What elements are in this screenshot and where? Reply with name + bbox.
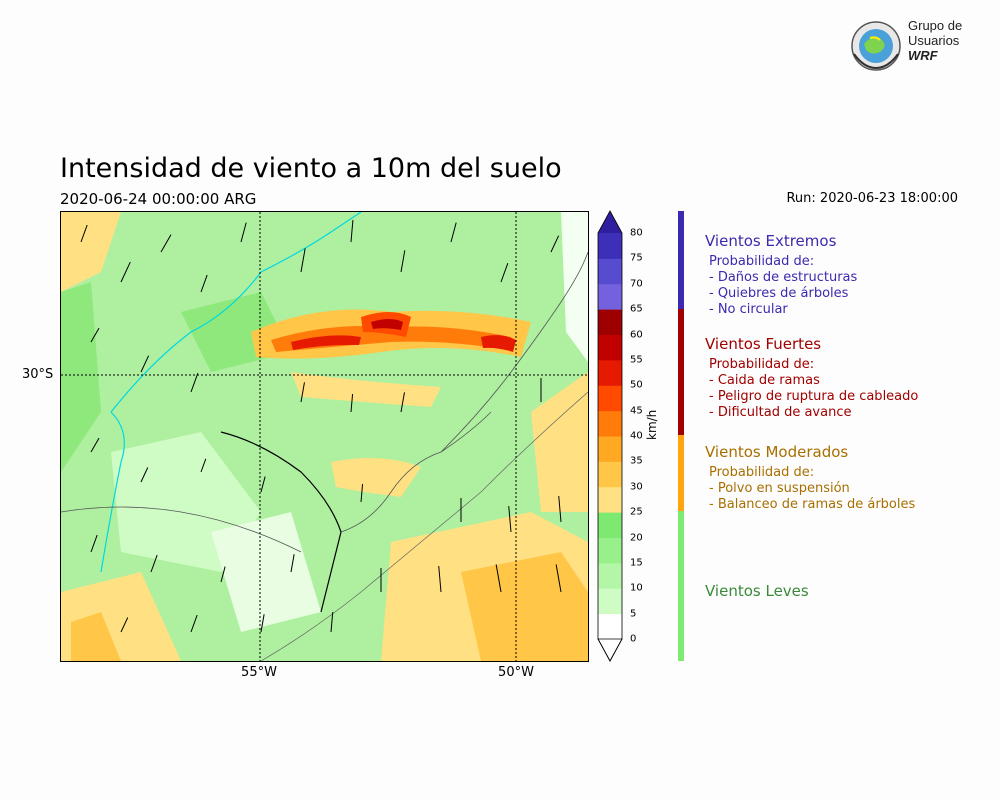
legend-title: Vientos Leves — [705, 582, 809, 600]
colorbar-tick-label: 80 — [630, 227, 643, 239]
colorbar-band — [598, 258, 622, 285]
logo: Grupo de Usuarios WRF — [848, 18, 968, 74]
wind-arrows — [80, 220, 562, 633]
colorbar-band — [598, 334, 622, 361]
colorbar — [597, 210, 623, 662]
legend-title: Vientos Moderados — [705, 443, 849, 461]
legend-line: - No circular — [709, 302, 788, 317]
legend-category-strong: Vientos Fuertes Probabilidad de: - Caida… — [705, 335, 918, 421]
legend-category-moderate: Vientos Moderados Probabilidad de: - Pol… — [705, 443, 915, 513]
colorbar-band — [598, 436, 622, 462]
legend-line: - Peligro de ruptura de cableado — [709, 389, 919, 404]
page-title: Intensidad de viento a 10m del suelo — [60, 153, 562, 184]
legend-color-bar — [678, 211, 684, 661]
wind-field-svg — [61, 212, 588, 661]
colorbar-band — [598, 309, 622, 335]
legend-line: Probabilidad de: — [709, 357, 815, 372]
colorbar-tick-label: 25 — [630, 506, 643, 518]
colorbar-band — [598, 410, 622, 437]
colorbar-tick-label: 55 — [630, 354, 643, 366]
colorbar-max-extension — [598, 211, 622, 233]
legend-bar-extreme — [678, 211, 684, 309]
legend-bar-moderate — [678, 435, 684, 511]
colorbar-band — [598, 486, 622, 513]
legend-line: - Quiebres de árboles — [709, 286, 849, 301]
wind-map — [60, 211, 589, 662]
legend-bar-strong — [678, 309, 684, 435]
colorbar-band — [598, 512, 622, 538]
colorbar-band — [598, 562, 622, 589]
legend-line: Probabilidad de: — [709, 254, 815, 269]
colorbar-band — [598, 537, 622, 564]
colorbar-outline — [597, 210, 623, 662]
colorbar-tick-label: 65 — [630, 303, 643, 315]
colorbar-band — [598, 283, 622, 310]
colorbar-tick-label: 75 — [630, 252, 643, 264]
legend-line: - Balanceo de ramas de árboles — [709, 497, 916, 512]
logo-text-line3: WRF — [908, 48, 938, 63]
legend-category-light: Vientos Leves — [705, 582, 809, 600]
lon-label-55w: 55°W — [241, 665, 277, 680]
run-time: Run: 2020-06-23 18:00:00 — [786, 191, 958, 206]
legend-category-extreme: Vientos Extremos Probabilidad de: - Daño… — [705, 232, 857, 318]
colorbar-tick-label: 60 — [630, 329, 643, 340]
legend-line: - Polvo en suspensión — [709, 481, 850, 496]
colorbar-tick-label: 20 — [630, 532, 643, 543]
colorbar-tick-label: 30 — [630, 481, 643, 493]
legend-line: Probabilidad de: — [709, 465, 815, 480]
legend-bar-light — [678, 511, 684, 661]
legend-line: - Dificultad de avance — [709, 405, 852, 420]
legend-line: - Caida de ramas — [709, 373, 820, 388]
legend-line: - Daños de estructuras — [709, 270, 858, 285]
colorbar-unit-label: km/h — [645, 409, 659, 440]
colorbar-tick-label: 50 — [630, 379, 643, 391]
colorbar-band — [598, 359, 622, 386]
colorbar-tick-label: 0 — [630, 633, 637, 645]
globe-logo-icon — [851, 21, 901, 71]
legend-title: Vientos Fuertes — [705, 335, 822, 353]
colorbar-tick-label: 70 — [630, 278, 643, 290]
colorbar-tick-label: 35 — [630, 455, 643, 467]
legend-title: Vientos Extremos — [705, 232, 837, 250]
logo-text-line2: Usuarios — [908, 33, 960, 48]
colorbar-band — [598, 613, 622, 640]
colorbar-tick-label: 45 — [630, 405, 643, 417]
colorbar-tick-label: 15 — [630, 557, 643, 569]
colorbar-min-extension — [597, 638, 623, 662]
lon-label-50w: 50°W — [498, 665, 534, 680]
colorbar-band — [598, 233, 622, 259]
colorbar-tick-label: 10 — [630, 582, 643, 594]
colorbar-band — [598, 461, 622, 488]
colorbar-tick-label: 5 — [630, 608, 637, 620]
colorbar-band — [598, 588, 622, 615]
logo-text-line1: Grupo de — [908, 18, 963, 33]
valid-time: 2020-06-24 00:00:00 ARG — [60, 190, 257, 208]
colorbar-tick-label: 40 — [630, 430, 643, 442]
colorbar-band — [598, 385, 622, 412]
lat-label-30s: 30°S — [22, 367, 54, 382]
